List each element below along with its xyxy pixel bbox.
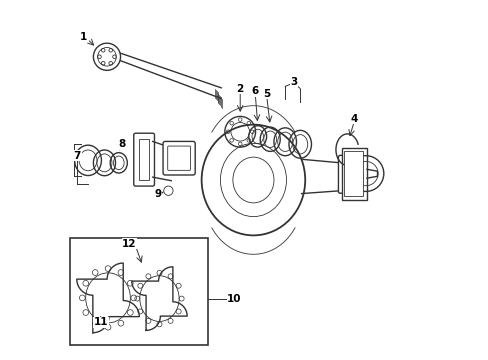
FancyBboxPatch shape xyxy=(163,141,195,175)
Bar xyxy=(70,238,207,345)
Ellipse shape xyxy=(201,125,305,235)
Bar xyxy=(341,148,366,200)
Text: 11: 11 xyxy=(94,317,108,327)
Ellipse shape xyxy=(220,143,286,217)
Text: 7: 7 xyxy=(74,151,81,161)
Bar xyxy=(139,139,149,180)
Text: 9: 9 xyxy=(154,189,162,199)
Ellipse shape xyxy=(232,157,273,203)
Text: 1: 1 xyxy=(79,32,86,42)
FancyBboxPatch shape xyxy=(338,156,358,193)
Text: 3: 3 xyxy=(289,77,297,87)
Text: 12: 12 xyxy=(122,239,137,249)
Text: 5: 5 xyxy=(263,89,270,99)
Text: 8: 8 xyxy=(119,139,126,149)
Bar xyxy=(343,152,363,196)
Text: 4: 4 xyxy=(350,113,358,123)
FancyBboxPatch shape xyxy=(134,133,154,186)
Text: 6: 6 xyxy=(251,86,258,96)
Text: 10: 10 xyxy=(227,294,241,303)
Text: 2: 2 xyxy=(236,84,244,94)
FancyBboxPatch shape xyxy=(167,146,190,170)
